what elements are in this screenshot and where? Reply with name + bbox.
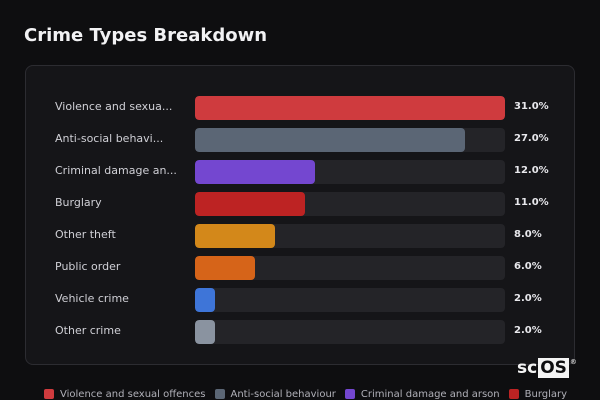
bar-label: Other crime [55, 324, 121, 337]
bar [195, 288, 215, 312]
bar-row: Burglary 11.0% [26, 192, 574, 216]
legend-swatch [508, 389, 519, 399]
bar-value-label: 2.0% [514, 293, 542, 304]
bar-label: Anti-social behavi... [55, 132, 164, 145]
chart-title: Crime Types Breakdown [24, 25, 268, 46]
bar-track [195, 96, 505, 120]
bar-label: Violence and sexua... [55, 100, 173, 113]
bar-track [195, 128, 505, 152]
chart-legend: Violence and sexual offences Anti-social … [44, 387, 576, 400]
bar [195, 224, 275, 248]
bar-row: Criminal damage an... 12.0% [26, 160, 574, 184]
bar-track [195, 256, 505, 280]
bar-label: Criminal damage an... [55, 164, 177, 177]
bar-value-label: 31.0% [514, 101, 549, 112]
legend-label: Criminal damage and arson [360, 388, 500, 400]
logo-registered-mark: ® [569, 358, 577, 366]
legend-swatch [44, 389, 54, 399]
bar-row: Other theft 8.0% [26, 224, 574, 248]
bar-value-label: 11.0% [514, 197, 549, 208]
bar [195, 320, 215, 344]
bar [195, 192, 305, 216]
bar-rows: Violence and sexua... 31.0% Anti-social be… [26, 66, 574, 364]
bar-track [195, 192, 505, 216]
bar-track [195, 320, 505, 344]
bar-value-label: 12.0% [514, 165, 549, 176]
legend-item: Criminal damage and arson [344, 388, 500, 400]
bar-label: Other theft [55, 228, 116, 241]
bar-track [195, 288, 505, 312]
bar-track [195, 160, 505, 184]
bar-row: Vehicle crime 2.0% [26, 288, 574, 312]
chart-panel: Violence and sexua... 31.0% Anti-social be… [25, 65, 575, 365]
bar-value-label: 6.0% [514, 261, 542, 272]
bar-row: Public order 6.0% [26, 256, 574, 280]
legend-label: Anti-social behaviour [230, 388, 336, 400]
bar-value-label: 8.0% [514, 229, 542, 240]
legend-item: Burglary [508, 388, 568, 400]
bar-value-label: 27.0% [514, 133, 549, 144]
bar [195, 160, 315, 184]
legend-swatch [214, 389, 225, 399]
scos-logo: sc OS ® [517, 358, 577, 378]
bar-label: Public order [55, 260, 121, 273]
bar-value-label: 2.0% [514, 325, 542, 336]
legend-item: Anti-social behaviour [214, 388, 336, 400]
bar-track [195, 224, 505, 248]
bar [195, 256, 255, 280]
bar-label: Vehicle crime [55, 292, 129, 305]
bar-row: Violence and sexua... 31.0% [26, 96, 574, 120]
legend-label: Burglary [524, 388, 568, 400]
bar-row: Anti-social behavi... 27.0% [26, 128, 574, 152]
logo-text-box: OS [538, 358, 569, 378]
legend-label: Violence and sexual offences [60, 388, 206, 400]
legend-swatch [344, 389, 355, 399]
bar [195, 128, 465, 152]
bar-row: Other crime 2.0% [26, 320, 574, 344]
bar-label: Burglary [55, 196, 102, 209]
logo-text-left: sc [517, 358, 538, 378]
legend-item: Violence and sexual offences [44, 389, 206, 400]
bar [195, 96, 505, 120]
